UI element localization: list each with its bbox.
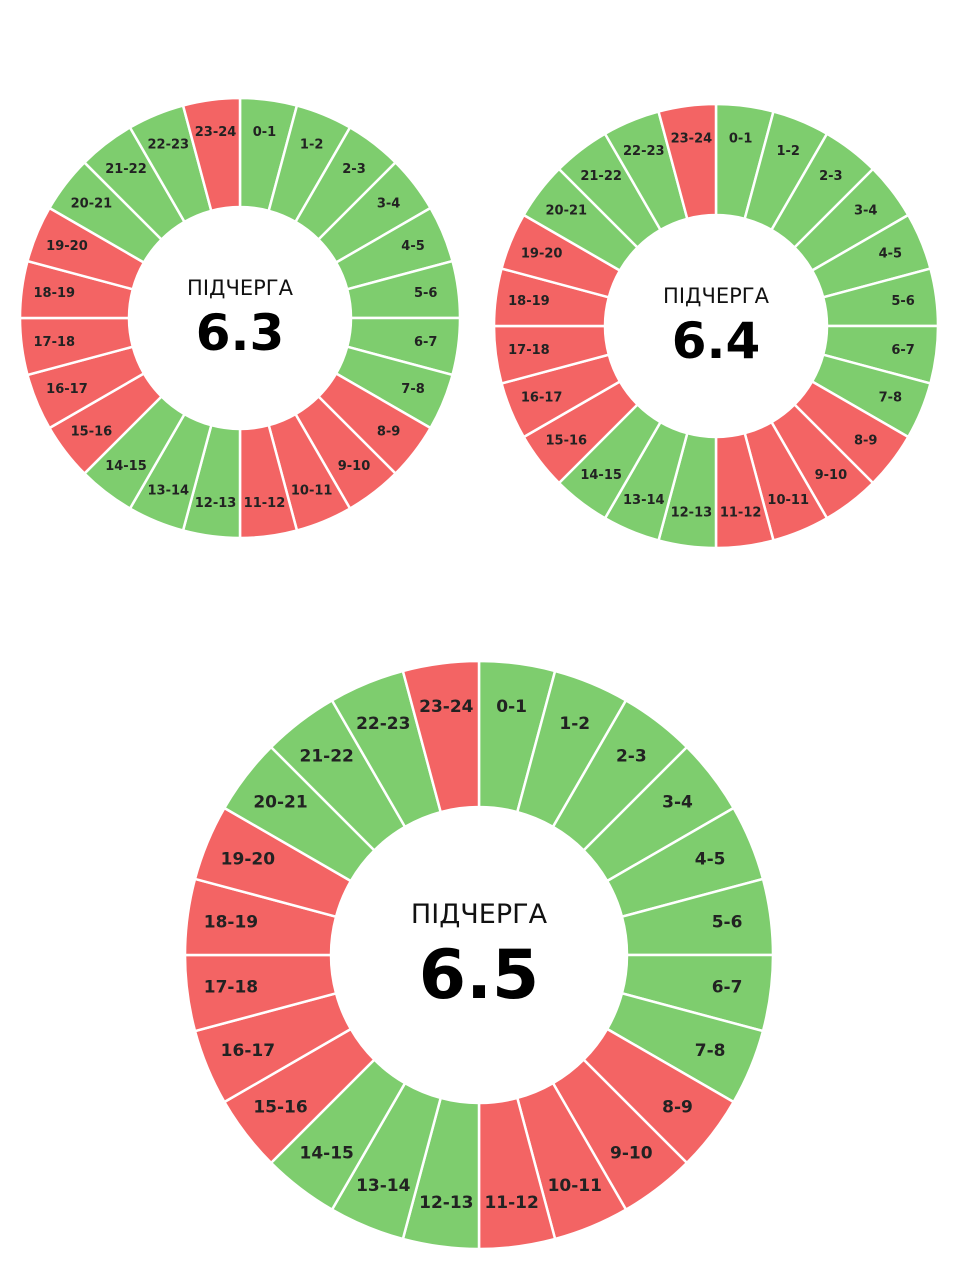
hour-label-19-20: 19-20 — [221, 849, 276, 869]
hour-label-7-8: 7-8 — [401, 382, 425, 397]
chart-subtitle: ПІДЧЕРГА — [187, 276, 294, 300]
hour-label-4-5: 4-5 — [879, 246, 903, 261]
hour-label-7-8: 7-8 — [879, 391, 903, 406]
hour-label-13-14: 13-14 — [148, 484, 190, 499]
hour-label-18-19: 18-19 — [508, 294, 550, 309]
hour-label-3-4: 3-4 — [662, 793, 693, 813]
hour-label-22-23: 22-23 — [148, 137, 190, 152]
hour-label-15-16: 15-16 — [546, 433, 588, 448]
hour-label-8-9: 8-9 — [854, 433, 878, 448]
hour-label-6-7: 6-7 — [712, 978, 743, 998]
hour-label-12-13: 12-13 — [419, 1193, 473, 1213]
hour-label-16-17: 16-17 — [521, 391, 563, 406]
hour-label-11-12: 11-12 — [720, 506, 762, 521]
hour-label-8-9: 8-9 — [377, 425, 401, 440]
hour-label-1-2: 1-2 — [300, 137, 324, 152]
hour-label-23-24: 23-24 — [195, 125, 237, 140]
hour-label-11-12: 11-12 — [484, 1193, 538, 1213]
hour-label-2-3: 2-3 — [819, 169, 843, 184]
hour-label-21-22: 21-22 — [300, 747, 354, 767]
hour-label-3-4: 3-4 — [377, 196, 401, 211]
hour-label-19-20: 19-20 — [46, 239, 88, 254]
hour-label-4-5: 4-5 — [401, 239, 425, 254]
hour-label-5-6: 5-6 — [891, 294, 915, 309]
hour-label-14-15: 14-15 — [105, 459, 147, 474]
hour-label-10-11: 10-11 — [291, 484, 333, 499]
hour-label-22-23: 22-23 — [356, 714, 410, 734]
hour-label-13-14: 13-14 — [356, 1176, 411, 1196]
chart-title: 6.3 — [196, 304, 285, 362]
hour-segment-23-24 — [657, 102, 718, 221]
hour-label-9-10: 9-10 — [610, 1144, 653, 1164]
hour-label-10-11: 10-11 — [767, 493, 809, 508]
hour-label-3-4: 3-4 — [854, 204, 878, 219]
donut-chart-6-3: 0-1 1-2 2-3 3-4 4-5 5-6 6-7 7-8 8-9 9-10 10-11 11-1… — [18, 96, 462, 540]
hour-label-12-13: 12-13 — [195, 496, 237, 511]
hour-label-17-18: 17-18 — [508, 343, 550, 358]
hour-label-6-7: 6-7 — [414, 335, 438, 350]
chart-title: 6.5 — [419, 936, 539, 1015]
chart-title: 6.4 — [672, 312, 761, 370]
hour-label-7-8: 7-8 — [695, 1041, 726, 1061]
hour-label-2-3: 2-3 — [342, 162, 366, 177]
hour-label-1-2: 1-2 — [559, 714, 590, 734]
hour-label-21-22: 21-22 — [105, 162, 147, 177]
hour-label-0-1: 0-1 — [496, 697, 527, 717]
hour-label-15-16: 15-16 — [71, 425, 113, 440]
hour-label-19-20: 19-20 — [521, 246, 563, 261]
chart-subtitle: ПІДЧЕРГА — [411, 899, 548, 930]
hour-label-2-3: 2-3 — [616, 747, 647, 767]
hour-label-23-24: 23-24 — [671, 131, 713, 146]
hour-label-11-12: 11-12 — [244, 496, 286, 511]
hour-label-14-15: 14-15 — [580, 468, 622, 483]
hour-label-18-19: 18-19 — [34, 286, 76, 301]
donut-chart-6-4: 0-1 1-2 2-3 3-4 4-5 5-6 6-7 7-8 8-9 9-10 10-11 11-1… — [492, 102, 940, 550]
hour-label-14-15: 14-15 — [300, 1144, 354, 1164]
hour-label-6-7: 6-7 — [891, 343, 915, 358]
hour-label-12-13: 12-13 — [671, 506, 713, 521]
hour-label-9-10: 9-10 — [815, 468, 848, 483]
hour-label-15-16: 15-16 — [253, 1097, 307, 1117]
hour-label-5-6: 5-6 — [414, 286, 438, 301]
chart-subtitle: ПІДЧЕРГА — [663, 284, 770, 308]
hour-segment-23-24 — [181, 96, 242, 213]
hour-label-0-1: 0-1 — [253, 125, 277, 140]
hour-label-0-1: 0-1 — [729, 131, 753, 146]
hour-label-13-14: 13-14 — [623, 493, 665, 508]
hour-label-17-18: 17-18 — [204, 978, 258, 998]
hour-label-20-21: 20-21 — [253, 793, 307, 813]
hour-label-16-17: 16-17 — [221, 1041, 275, 1061]
hour-label-9-10: 9-10 — [338, 459, 371, 474]
hour-label-23-24: 23-24 — [419, 697, 474, 717]
hour-label-18-19: 18-19 — [204, 912, 258, 932]
hour-segment-23-24 — [401, 659, 481, 814]
hour-label-10-11: 10-11 — [548, 1176, 602, 1196]
hour-label-4-5: 4-5 — [695, 849, 726, 869]
hour-label-8-9: 8-9 — [662, 1097, 693, 1117]
hour-label-22-23: 22-23 — [623, 144, 665, 159]
hour-label-16-17: 16-17 — [46, 382, 88, 397]
hour-label-20-21: 20-21 — [71, 196, 113, 211]
hour-label-17-18: 17-18 — [34, 335, 76, 350]
hour-label-21-22: 21-22 — [580, 169, 622, 184]
donut-chart-6-5: 0-1 1-2 2-3 3-4 4-5 5-6 6-7 7-8 8-9 9-10 10-11 11-1… — [183, 659, 775, 1251]
hour-label-20-21: 20-21 — [546, 204, 588, 219]
hour-label-1-2: 1-2 — [776, 144, 800, 159]
hour-label-5-6: 5-6 — [712, 912, 743, 932]
